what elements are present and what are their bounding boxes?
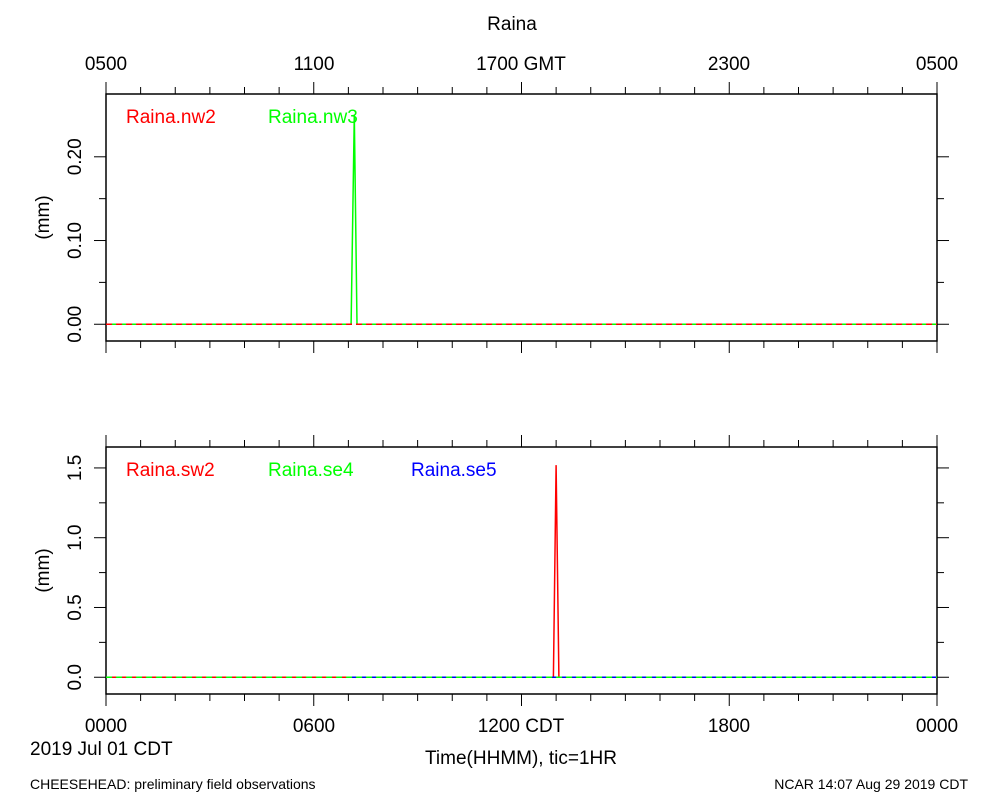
series-line-Raina-sw2	[106, 465, 937, 679]
bottom-axis-labels: 0000 0600 1200 CDT 1800 0000	[85, 716, 958, 737]
y-tick-label: 0.20	[65, 138, 86, 175]
top-tick-label: 0500	[916, 54, 958, 75]
footer-right: NCAR 14:07 Aug 29 2019 CDT	[774, 776, 968, 792]
panel-top: 0.00 0.10 0.20 (mm) Raina.nw2 Raina.nw3	[33, 82, 949, 353]
y-tick-label: 0.10	[65, 222, 86, 259]
legend-label: Raina.nw3	[268, 107, 358, 128]
top-axis-labels: 0500 1100 1700 GMT 2300 0500	[85, 54, 958, 75]
legend-label: Raina.se4	[268, 460, 354, 481]
top-tick-label: 2300	[708, 54, 750, 75]
top-tick-label: 1700 GMT	[476, 54, 566, 75]
bottom-tick-label: 0600	[293, 716, 335, 737]
y-tick-label: 0.00	[65, 306, 86, 343]
y-tick-label: 0.5	[65, 594, 86, 620]
legend-label: Raina.sw2	[126, 460, 215, 481]
plot-frame	[105, 93, 938, 342]
series-line-Raina-nw3	[106, 114, 937, 326]
chart-title: Raina	[487, 14, 537, 35]
panel-bottom: 0.0 0.5 1.0 1.5 (mm) Raina.sw2 Raina.se4 Raina.…	[33, 435, 949, 706]
legend-label: Raina.nw2	[126, 107, 216, 128]
footer-left: CHEESEHEAD: preliminary field observatio…	[30, 776, 316, 792]
y-tick-label: 1.0	[65, 524, 86, 550]
legend-label: Raina.se5	[411, 460, 497, 481]
top-tick-label: 0500	[85, 54, 127, 75]
y-axis-label: (mm)	[33, 195, 54, 239]
date-label: 2019 Jul 01 CDT	[30, 739, 173, 760]
plot-frame	[105, 446, 938, 695]
bottom-tick-label: 0000	[916, 716, 958, 737]
bottom-tick-label: 1200 CDT	[478, 716, 565, 737]
x-axis-label: Time(HHMM), tic=1HR	[425, 748, 617, 769]
bottom-tick-label: 1800	[708, 716, 750, 737]
bottom-tick-label: 0000	[85, 716, 127, 737]
top-tick-label: 1100	[294, 54, 335, 75]
y-axis-label: (mm)	[33, 548, 54, 592]
y-tick-label: 0.0	[65, 664, 86, 690]
y-tick-label: 1.5	[65, 455, 86, 481]
